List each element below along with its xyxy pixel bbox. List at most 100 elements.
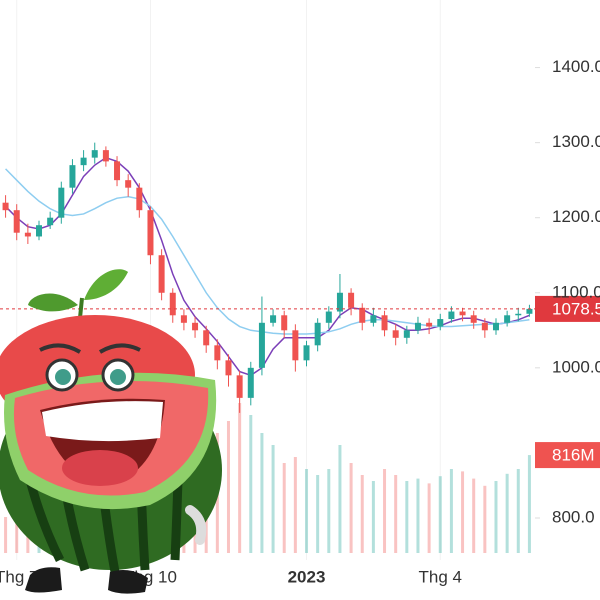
candle-body	[504, 315, 511, 323]
volume-bar	[293, 457, 297, 553]
y-tick-label: 1100.0	[552, 282, 600, 301]
volume-bar	[461, 471, 465, 553]
watermelon-mascot	[0, 269, 222, 594]
y-tick-label: 1300.0	[552, 132, 600, 151]
volume-bar	[360, 475, 364, 553]
volume-bar	[260, 433, 264, 553]
candle-body	[13, 210, 20, 233]
candle-body	[24, 232, 31, 237]
volume-tag-label: 816M	[552, 446, 595, 465]
candle-body	[270, 315, 277, 323]
volume-bar	[516, 469, 520, 553]
volume-bar	[449, 469, 453, 553]
candle-body	[370, 315, 377, 323]
y-tick-label: 800.0	[552, 507, 595, 526]
candle-body	[36, 225, 43, 237]
candle-body	[125, 180, 132, 188]
candle-body	[147, 210, 154, 256]
candle-body	[258, 322, 265, 368]
candle-body	[91, 150, 98, 158]
leaf	[84, 269, 128, 300]
y-tick-label: 1200.0	[552, 207, 600, 226]
stem	[78, 297, 84, 319]
candle-body	[2, 202, 9, 211]
candle-body	[481, 322, 488, 331]
teeth	[42, 401, 163, 442]
candle-body	[80, 157, 87, 166]
price-tag	[535, 295, 600, 322]
moving-average	[5, 168, 530, 335]
candle-body	[192, 322, 199, 331]
leaf	[28, 293, 78, 312]
glove	[185, 505, 207, 545]
candle-body	[392, 330, 399, 338]
candle-body	[58, 187, 65, 218]
candle-body	[158, 255, 165, 293]
candle-body	[348, 292, 355, 308]
pupil	[55, 369, 71, 385]
volume-bar	[371, 481, 375, 553]
volume-bar	[282, 463, 286, 553]
volume-bar	[271, 445, 275, 553]
candle-body	[247, 367, 254, 398]
y-tick-label: 1400.0	[552, 57, 600, 76]
candle-body	[69, 165, 76, 188]
price-tag-label: 1078.5	[552, 299, 600, 318]
volume-bar	[527, 455, 531, 553]
volume-bar	[305, 469, 309, 553]
pupil	[110, 369, 126, 385]
candle-body	[47, 217, 54, 226]
candle-body	[381, 315, 388, 331]
candle-body	[292, 330, 299, 361]
candle-body	[169, 292, 176, 316]
candle-body	[336, 292, 343, 312]
candle-body	[314, 322, 321, 346]
candle-body	[459, 311, 466, 316]
volume-bar	[338, 445, 342, 553]
candle-body	[281, 315, 288, 331]
x-tick-label: Thg 4	[419, 567, 462, 586]
volume-bar	[316, 475, 320, 553]
volume-bar	[416, 478, 420, 553]
tongue	[62, 450, 138, 486]
candle-body	[470, 315, 477, 323]
volume-bar	[249, 415, 253, 553]
volume-bar	[383, 469, 387, 553]
volume-bar	[15, 519, 19, 553]
candle-body	[303, 345, 310, 361]
candle-body	[325, 311, 332, 323]
candle-body	[448, 311, 455, 320]
candle-body	[180, 315, 187, 323]
candle-body	[492, 322, 499, 331]
candle-body	[214, 345, 221, 361]
candle-body	[114, 161, 121, 181]
volume-bar	[483, 485, 487, 553]
volume-bar	[226, 421, 230, 553]
candle-body	[515, 313, 522, 316]
volume-bar	[505, 473, 509, 553]
candle-body	[236, 375, 243, 398]
candle-body	[102, 150, 109, 162]
brows	[39, 343, 141, 354]
y-tick-label: 1000.0	[552, 357, 600, 376]
volume-bar	[349, 463, 353, 553]
volume-bar	[472, 478, 476, 553]
volume-bar	[494, 481, 498, 553]
volume-bar	[4, 517, 8, 553]
candle-body	[225, 360, 232, 376]
volume-bar	[405, 481, 409, 553]
volume-bar	[427, 483, 431, 553]
volume-bar	[327, 469, 331, 553]
volume-bar	[438, 476, 442, 553]
volume-bar	[238, 403, 242, 553]
candle-body	[403, 330, 410, 338]
candle-body	[203, 330, 210, 346]
candle-body	[136, 187, 143, 211]
candle-body	[526, 308, 533, 314]
shoes	[25, 567, 148, 594]
candle-body	[426, 322, 433, 327]
candle-body	[437, 319, 444, 327]
candle-body	[359, 307, 366, 323]
